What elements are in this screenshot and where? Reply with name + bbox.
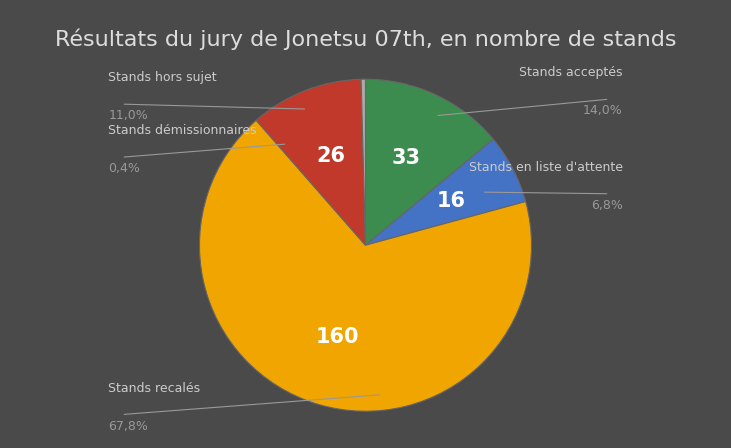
Text: Stands démissionnaires: Stands démissionnaires (108, 124, 257, 138)
Text: Stands acceptés: Stands acceptés (519, 66, 623, 79)
Wedge shape (366, 79, 493, 245)
Text: 6,8%: 6,8% (591, 199, 623, 212)
Wedge shape (366, 139, 526, 245)
Text: 14,0%: 14,0% (583, 104, 623, 117)
Text: 16: 16 (436, 191, 466, 211)
Text: 160: 160 (316, 327, 360, 347)
Text: 0,4%: 0,4% (108, 162, 140, 175)
Text: 67,8%: 67,8% (108, 419, 148, 432)
Text: 26: 26 (316, 146, 345, 166)
Wedge shape (256, 79, 366, 245)
Text: 11,0%: 11,0% (108, 109, 148, 122)
Text: 33: 33 (392, 148, 421, 168)
Title: Résultats du jury de Jonetsu 07th, en nombre de stands: Résultats du jury de Jonetsu 07th, en no… (55, 28, 676, 50)
Text: Stands hors sujet: Stands hors sujet (108, 71, 217, 84)
Wedge shape (361, 79, 366, 245)
Wedge shape (200, 120, 531, 411)
Text: Stands en liste d'attente: Stands en liste d'attente (469, 161, 623, 174)
Text: Stands recalés: Stands recalés (108, 382, 200, 395)
